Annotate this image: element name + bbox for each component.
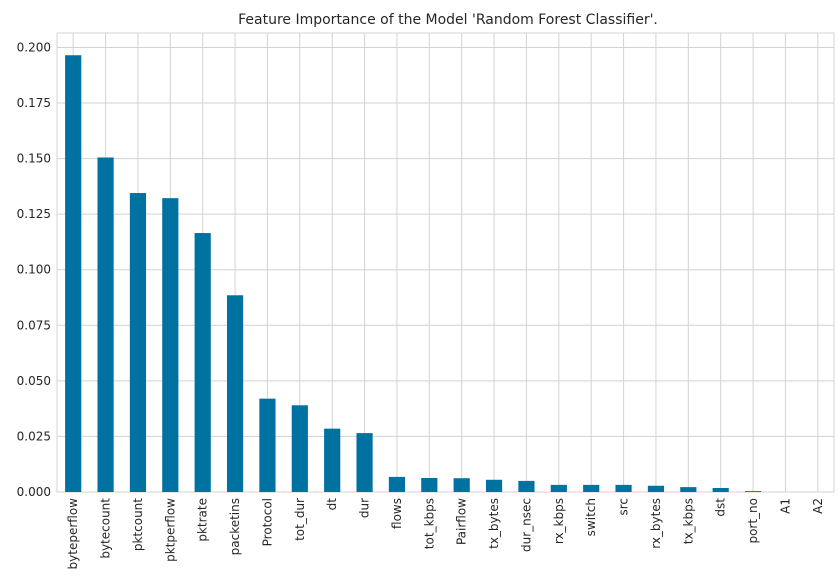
y-tick-label: 0.175 bbox=[17, 96, 51, 110]
x-tick-label: pktrate bbox=[196, 498, 210, 542]
bar-pktrate bbox=[194, 233, 211, 492]
y-tick-label: 0.200 bbox=[17, 40, 51, 54]
x-tick-label: port_no bbox=[746, 498, 760, 544]
bar-bytecount bbox=[97, 157, 114, 492]
bar-tot_dur bbox=[291, 405, 308, 492]
x-tick-label: A1 bbox=[778, 498, 792, 514]
y-tick-label: 0.000 bbox=[17, 485, 51, 499]
x-tick-label: pktperflow bbox=[163, 498, 177, 562]
bar-Pairflow bbox=[453, 478, 470, 492]
x-tick-label: byteperflow bbox=[66, 498, 80, 570]
bar-switch bbox=[583, 484, 600, 492]
x-tick-label: rx_kbps bbox=[552, 498, 566, 544]
y-tick-label: 0.125 bbox=[17, 207, 51, 221]
x-tick-label: dt bbox=[325, 498, 339, 511]
x-tick-label: packetins bbox=[228, 498, 242, 555]
bar-rx_bytes bbox=[647, 485, 665, 492]
x-tick-label: bytecount bbox=[99, 498, 113, 559]
x-tick-label: pktcount bbox=[131, 498, 145, 551]
bar-dur_nsec bbox=[518, 480, 535, 492]
bar-dur bbox=[356, 433, 373, 492]
bars bbox=[65, 55, 762, 493]
y-tick-label: 0.150 bbox=[17, 152, 51, 166]
bar-pktperflow bbox=[162, 198, 179, 492]
x-tick-label: src bbox=[617, 498, 631, 516]
bar-pktcount bbox=[129, 193, 147, 492]
bar-Protocol bbox=[259, 398, 276, 492]
chart-title: Feature Importance of the Model 'Random … bbox=[238, 12, 658, 28]
x-tick-label: flows bbox=[390, 498, 404, 529]
bar-dt bbox=[324, 428, 341, 492]
bar-dst bbox=[712, 487, 729, 492]
x-tick-label: Pairflow bbox=[455, 498, 469, 545]
x-tick-label: tx_bytes bbox=[487, 498, 501, 549]
x-tick-label: dur bbox=[358, 498, 372, 518]
x-tick-label: dur_nsec bbox=[519, 498, 533, 552]
y-tick-label: 0.075 bbox=[17, 318, 51, 332]
y-tick-label: 0.100 bbox=[17, 263, 51, 277]
y-tick-label: 0.025 bbox=[17, 429, 51, 443]
x-tick-label: tx_kbps bbox=[681, 498, 695, 544]
x-tick-label: switch bbox=[584, 498, 598, 536]
bar-byteperflow bbox=[65, 55, 82, 493]
x-axis-ticks: byteperflow bytecount pktcount pktperflow pk… bbox=[66, 498, 825, 570]
x-tick-label: dst bbox=[714, 498, 728, 517]
x-tick-label: Protocol bbox=[260, 498, 274, 546]
y-tick-label: 0.050 bbox=[17, 374, 51, 388]
bar-port_no bbox=[744, 491, 762, 492]
bar-packetins bbox=[226, 295, 244, 492]
bar-flows bbox=[388, 476, 406, 492]
bar-tx_kbps bbox=[680, 487, 697, 492]
bar-rx_kbps bbox=[550, 484, 567, 492]
x-tick-label: A2 bbox=[811, 498, 825, 514]
x-tick-label: rx_bytes bbox=[649, 498, 663, 549]
x-tick-label: tot_dur bbox=[293, 498, 307, 541]
x-tick-label: tot_kbps bbox=[422, 498, 436, 549]
bar-tx_bytes bbox=[485, 479, 503, 492]
bar-src bbox=[615, 484, 632, 492]
y-axis-ticks: 0.000 0.025 0.050 0.075 0.100 0.125 0.150 0.175… bbox=[17, 40, 51, 499]
bar-tot_kbps bbox=[421, 477, 438, 492]
